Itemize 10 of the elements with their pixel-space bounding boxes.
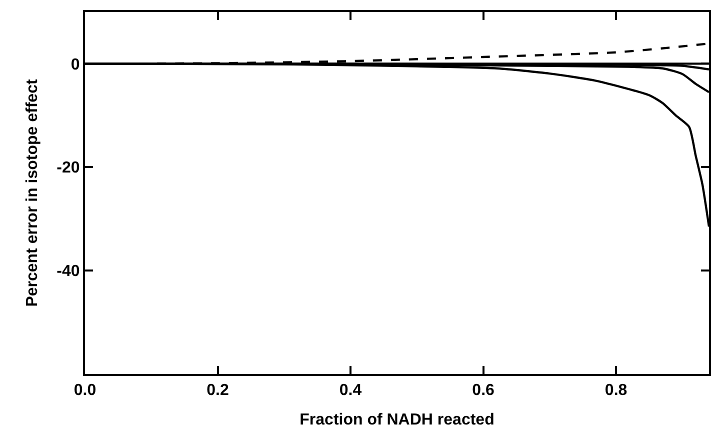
x-axis-title: Fraction of NADH reacted xyxy=(300,411,494,428)
x-tick-label: 0.4 xyxy=(339,382,362,400)
x-tick-label: 0.0 xyxy=(74,382,96,400)
y-tick-label: 0 xyxy=(70,56,80,74)
y-axis-title: Percent error in isotope effect xyxy=(24,78,42,307)
y-tick-label: -20 xyxy=(56,160,80,177)
y-tick-label: -40 xyxy=(56,263,80,280)
x-tick-label: 0.2 xyxy=(206,382,229,400)
x-tick-label: 0.6 xyxy=(472,382,495,400)
x-tick-label: 0.8 xyxy=(604,382,628,400)
